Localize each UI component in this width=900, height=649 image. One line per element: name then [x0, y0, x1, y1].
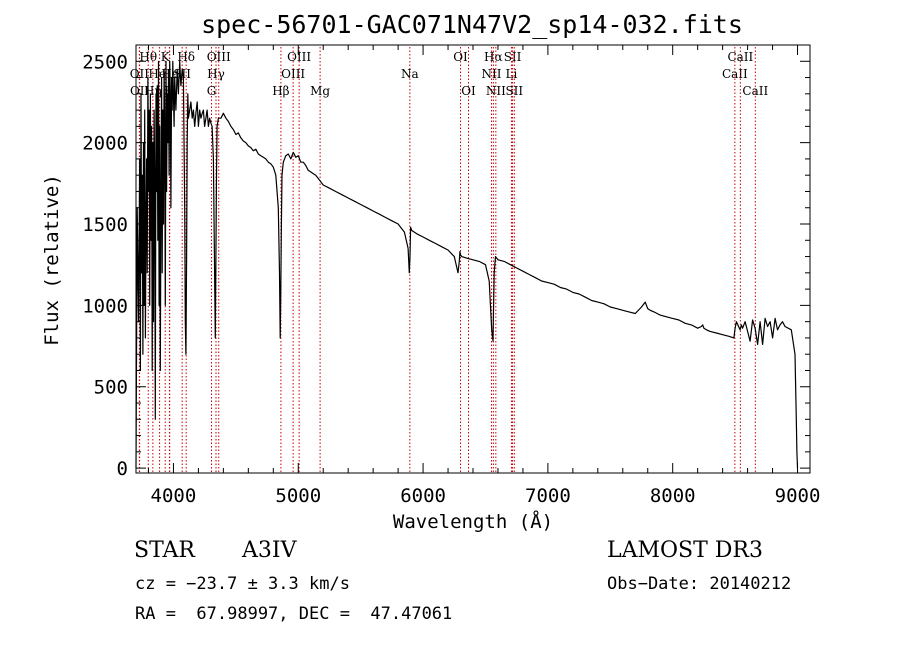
plot-frame	[135, 44, 811, 474]
line-label-18: OI	[453, 50, 468, 64]
line-label-25: SII	[505, 84, 523, 98]
x-tick-label-5: 9000	[775, 485, 821, 507]
x-tick-label-2: 6000	[400, 485, 446, 507]
line-label-13: Hβ	[272, 84, 289, 98]
line-label-12: OIII	[207, 50, 231, 64]
line-label-5: K	[161, 50, 171, 64]
y-tick-label-1: 500	[94, 377, 128, 399]
line-label-16: Mg	[310, 84, 330, 98]
x-axis-label: Wavelength (Å)	[393, 510, 553, 533]
y-tick-label-5: 2500	[82, 51, 128, 73]
y-tick-label-2: 1000	[82, 295, 128, 317]
y-axis-ticks: 0 500 1000 1500 2000 2500	[82, 51, 810, 480]
y-tick-label-4: 2000	[82, 133, 128, 155]
coordinates-readout: RA = 67.98997, DEC = 47.47061	[135, 604, 453, 624]
line-label-8: Hδ	[177, 50, 195, 64]
observation-date: Obs−Date: 20140212	[607, 574, 792, 594]
line-label-0: Hθ	[139, 50, 157, 64]
line-label-23: Li	[506, 67, 518, 81]
line-label-14: OIII	[281, 67, 305, 81]
redshift-readout: cz = −23.7 ± 3.3 km/s	[135, 574, 350, 594]
spectrum-series	[135, 60, 799, 469]
object-class: STAR	[134, 538, 195, 563]
x-axis-ticks: 4000 5000 6000 7000 8000 9000	[147, 45, 821, 507]
chart-title: spec-56701-GAC071N47V2_sp14-032.fits	[201, 10, 743, 39]
line-label-24: SII	[504, 50, 522, 64]
y-tick-label-3: 1500	[82, 214, 128, 236]
survey-name: LAMOST DR3	[607, 538, 763, 563]
x-tick-label-1: 5000	[275, 485, 321, 507]
line-label-17: Na	[401, 67, 419, 81]
line-label-28: CaII	[742, 84, 768, 98]
line-label-1: OII	[130, 67, 150, 81]
object-subclass: A3IV	[242, 538, 297, 563]
x-tick-label-0: 4000	[151, 485, 197, 507]
line-label-20: NII	[481, 67, 501, 81]
line-label-26: CaII	[722, 67, 748, 81]
line-label-21: Hα	[484, 50, 503, 64]
line-label-27: CaII	[727, 50, 753, 64]
line-label-15: OIII	[287, 50, 311, 64]
y-tick-label-0: 0	[117, 458, 128, 480]
line-label-22: NII	[486, 84, 506, 98]
line-label-10: G	[207, 84, 217, 98]
line-label-19: OI	[461, 84, 476, 98]
spectrum-line	[135, 60, 799, 469]
line-label-2: OII	[130, 84, 150, 98]
y-axis-label: Flux (relative)	[41, 174, 63, 346]
line-markers: HθOIIOIIHηHeIKHHεHδSIIGHγOIIIHβOIIIOIIIM…	[130, 47, 768, 473]
x-tick-label-4: 8000	[650, 485, 696, 507]
x-tick-label-3: 7000	[525, 485, 571, 507]
line-label-11: Hγ	[207, 67, 225, 81]
